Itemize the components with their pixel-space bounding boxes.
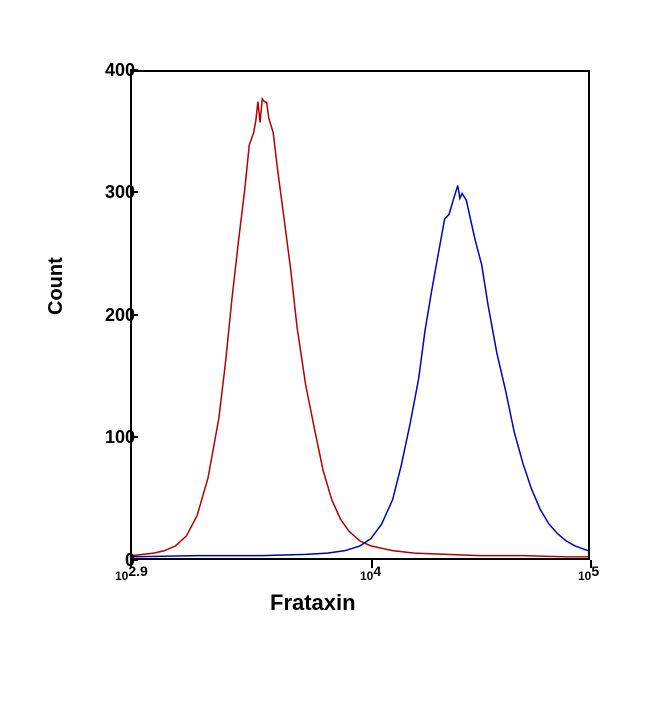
y-tick-label: 100 bbox=[85, 427, 135, 448]
histogram-svg bbox=[132, 72, 588, 558]
x-tick-label: 102.9 bbox=[115, 563, 148, 583]
y-tick-label: 400 bbox=[85, 60, 135, 81]
y-axis-label: Count bbox=[45, 257, 68, 315]
x-tick-label: 105 bbox=[578, 563, 599, 583]
x-axis-label: Frataxin bbox=[270, 590, 356, 616]
series-control bbox=[132, 99, 588, 557]
y-tick-label: 200 bbox=[85, 305, 135, 326]
flow-cytometry-chart: Count Frataxin 0 100 200 300 400 102.9 1… bbox=[40, 50, 610, 620]
plot-area bbox=[130, 70, 590, 560]
series-stained bbox=[132, 186, 588, 557]
x-tick-label: 104 bbox=[360, 563, 381, 583]
y-tick-label: 300 bbox=[85, 182, 135, 203]
